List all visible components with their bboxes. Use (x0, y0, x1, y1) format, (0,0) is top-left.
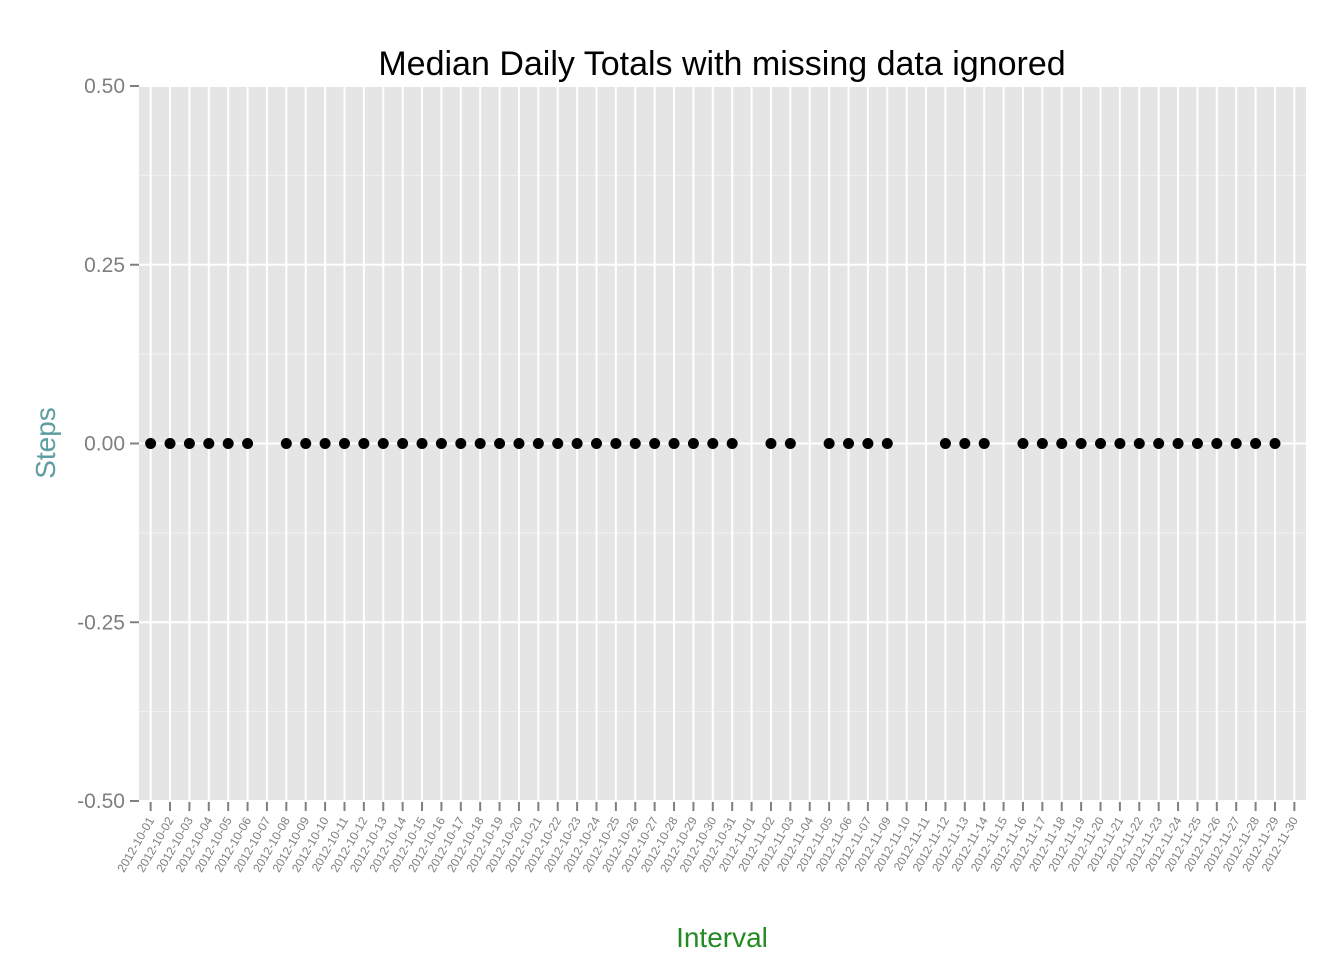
data-point (145, 438, 157, 449)
data-point (668, 438, 680, 449)
data-point (823, 438, 835, 449)
data-point (1269, 438, 1281, 449)
data-point (280, 438, 292, 449)
y-tick-label: 0.25 (84, 254, 125, 277)
data-point (707, 438, 719, 449)
data-point (532, 438, 544, 449)
data-point (1114, 438, 1126, 449)
data-point (939, 438, 951, 449)
data-point (1017, 438, 1029, 449)
data-point (435, 438, 447, 449)
data-point (416, 438, 428, 449)
data-point (571, 438, 583, 449)
data-point (843, 438, 855, 449)
data-point (358, 438, 370, 449)
data-point (338, 438, 350, 449)
y-tick-label: -0.50 (77, 790, 125, 813)
chart-title: Median Daily Totals with missing data ig… (378, 45, 1065, 83)
data-point (649, 438, 661, 449)
data-point (319, 438, 331, 449)
data-point (300, 438, 312, 449)
y-tick-label: -0.25 (77, 611, 125, 634)
y-tick-label: 0.50 (84, 75, 125, 98)
x-axis: 2012-10-012012-10-022012-10-032012-10-04… (114, 802, 1301, 875)
y-tick-label: 0.00 (84, 433, 125, 456)
data-point (590, 438, 602, 449)
data-point (629, 438, 641, 449)
data-point (610, 438, 622, 449)
data-point (203, 438, 215, 449)
data-point (1133, 438, 1145, 449)
data-point (552, 438, 564, 449)
data-point (978, 438, 990, 449)
data-point (1095, 438, 1107, 449)
data-point (222, 438, 234, 449)
x-axis-label: Interval (676, 922, 768, 953)
data-point (959, 438, 971, 449)
data-point (1056, 438, 1068, 449)
data-point (494, 438, 506, 449)
data-point (784, 438, 796, 449)
data-point (862, 438, 874, 449)
data-point (474, 438, 486, 449)
data-point (1230, 438, 1242, 449)
data-point (1036, 438, 1048, 449)
data-point (164, 438, 176, 449)
data-point (1250, 438, 1262, 449)
data-point (377, 438, 389, 449)
data-point (455, 438, 467, 449)
data-point (687, 438, 699, 449)
data-point (397, 438, 409, 449)
y-axis: -0.50 -0.25 0.00 0.25 0.50 (77, 75, 139, 813)
data-point (1211, 438, 1223, 449)
data-point (1191, 438, 1203, 449)
data-point (765, 438, 777, 449)
data-point (1172, 438, 1184, 449)
data-point (1075, 438, 1087, 449)
y-axis-label: Steps (30, 407, 61, 479)
data-point (183, 438, 195, 449)
data-point (881, 438, 893, 449)
data-point (726, 438, 738, 449)
data-point (242, 438, 254, 449)
data-point (1153, 438, 1165, 449)
data-points (145, 438, 1281, 449)
data-point (513, 438, 525, 449)
